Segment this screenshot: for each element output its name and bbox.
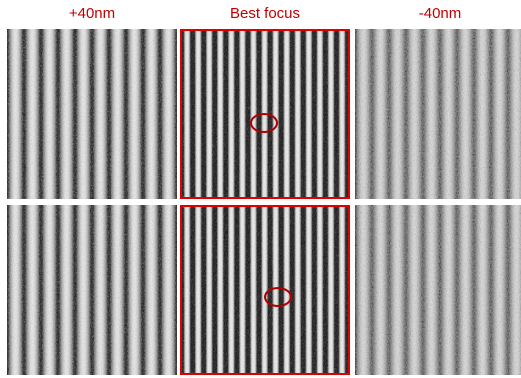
grating-line — [444, 29, 453, 199]
grating-line — [206, 207, 212, 373]
grating-line — [195, 207, 201, 373]
grating-line — [45, 205, 54, 375]
grating-line — [184, 31, 190, 197]
grating-line — [184, 207, 190, 373]
grating-line — [284, 31, 290, 197]
grating-line — [206, 31, 212, 197]
grating-line — [62, 205, 71, 375]
marker-circle-row1 — [250, 113, 278, 133]
grating-line — [147, 205, 156, 375]
grating-line — [495, 29, 504, 199]
grating-line — [359, 29, 368, 199]
grating-line — [339, 31, 345, 197]
grating-line — [164, 29, 173, 199]
sem-image-row1-minus-40nm — [355, 29, 521, 199]
grating-line — [251, 31, 256, 197]
grating-line — [195, 31, 201, 197]
grating-line — [217, 31, 223, 197]
grating-line — [130, 29, 139, 199]
grating-line — [393, 29, 402, 199]
grating-line — [512, 29, 521, 199]
grating-line — [376, 205, 385, 375]
grating-line — [11, 205, 20, 375]
grating-line — [28, 205, 37, 375]
grating-line — [96, 29, 105, 199]
grating-line — [306, 31, 312, 197]
grating-line — [28, 29, 37, 199]
grating-line — [461, 29, 470, 199]
grating-line — [317, 31, 323, 197]
grating-line — [359, 205, 368, 375]
grating-line — [306, 207, 312, 373]
grating-line — [444, 205, 453, 375]
grating-line — [295, 207, 301, 373]
grating-line — [113, 205, 122, 375]
sem-image-row2-minus-40nm — [355, 205, 521, 375]
grating-line — [79, 205, 88, 375]
grating-line — [113, 29, 122, 199]
grating-line — [393, 205, 402, 375]
column-label-minus-40nm: -40nm — [418, 5, 462, 22]
grating-line — [376, 29, 385, 199]
grating-line — [262, 207, 267, 373]
grating-line — [328, 207, 334, 373]
grating-line — [478, 205, 487, 375]
grating-line — [251, 207, 256, 373]
grating-line — [273, 31, 278, 197]
grating-line — [11, 29, 20, 199]
grating-line — [495, 205, 504, 375]
grating-line — [512, 205, 521, 375]
grating-line — [79, 29, 88, 199]
grating-line — [295, 31, 301, 197]
grating-line — [147, 29, 156, 199]
grating-line — [328, 31, 334, 197]
grating-line — [62, 29, 71, 199]
marker-circle-row2 — [264, 287, 292, 307]
grating-line — [96, 205, 105, 375]
grating-line — [130, 205, 139, 375]
grating-line — [339, 207, 345, 373]
grating-line — [427, 29, 436, 199]
grating-line — [427, 205, 436, 375]
grating-line — [229, 31, 234, 197]
grating-line — [410, 29, 419, 199]
grating-line — [240, 207, 245, 373]
grating-line — [229, 207, 234, 373]
grating-line — [317, 207, 323, 373]
column-label-plus-40nm: +40nm — [68, 5, 116, 22]
sem-image-row2-plus-40nm — [7, 205, 177, 375]
grating-line — [461, 205, 470, 375]
grating-line — [410, 205, 419, 375]
grating-line — [217, 207, 223, 373]
sem-image-row2-best-focus — [180, 205, 350, 375]
sem-image-row1-plus-40nm — [7, 29, 177, 199]
grating-line — [164, 205, 173, 375]
grating-line — [240, 31, 245, 197]
grating-line — [45, 29, 54, 199]
column-label-best-focus: Best focus — [229, 5, 301, 22]
grating-line — [478, 29, 487, 199]
